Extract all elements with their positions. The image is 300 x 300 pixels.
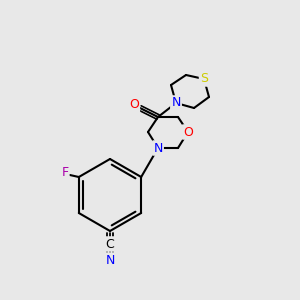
Text: S: S [200, 73, 208, 85]
Text: C: C [106, 238, 114, 250]
Text: N: N [153, 142, 163, 154]
Text: N: N [171, 97, 181, 110]
Text: F: F [61, 167, 68, 179]
Text: N: N [105, 254, 115, 266]
Text: O: O [129, 98, 139, 112]
Text: O: O [183, 125, 193, 139]
